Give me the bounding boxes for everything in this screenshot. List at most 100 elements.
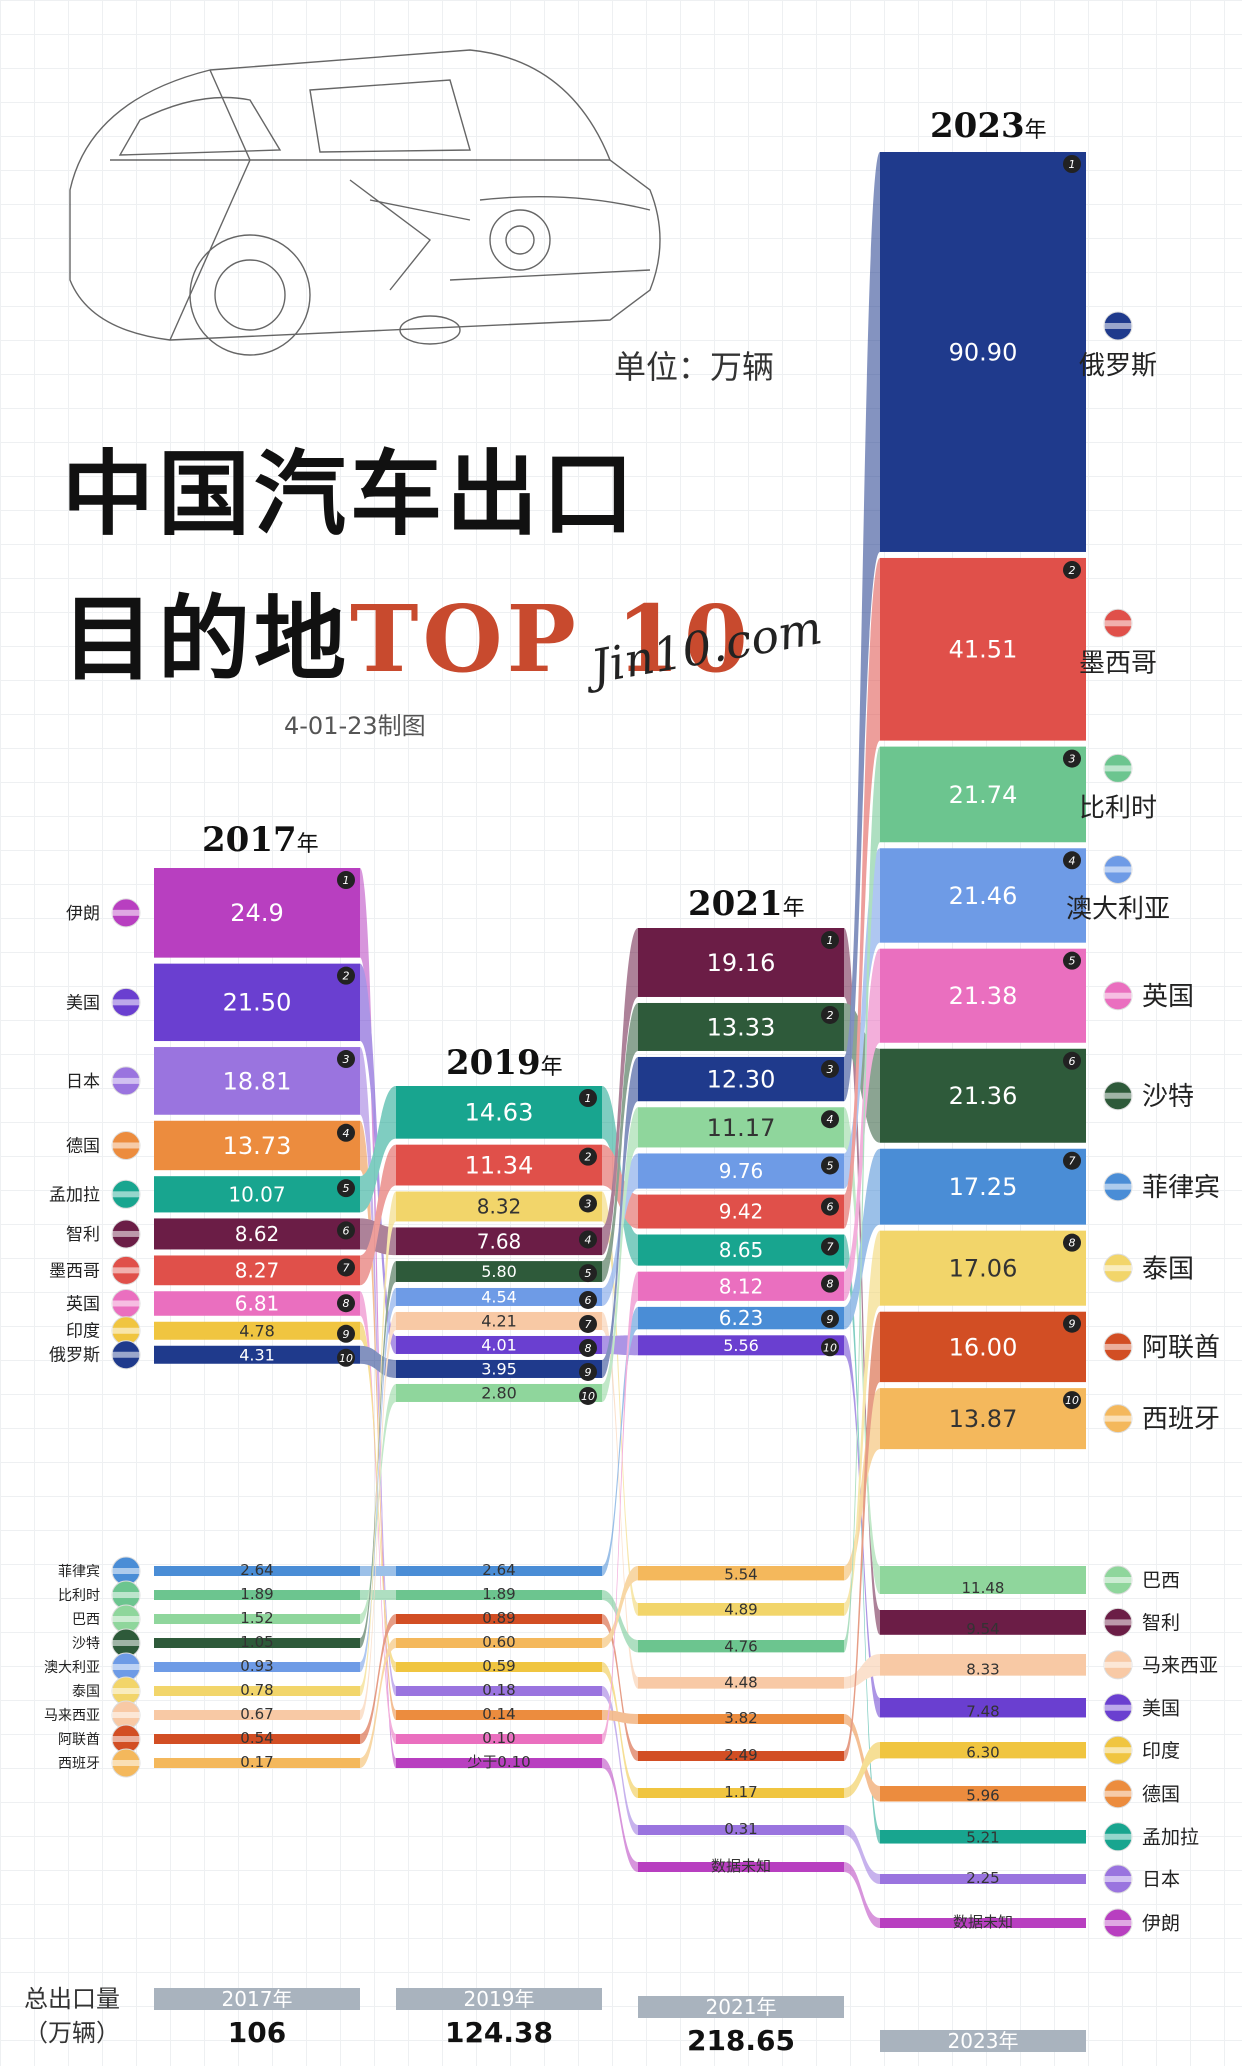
rank-badge [1063,1051,1081,1070]
flow-ribbon [844,557,880,1229]
column-2023: 90.90 1 41.51 2 21.74 3 21.46 4 21.38 5 21.36 6 17.2… [880,152,1086,1931]
country-label: 印度 [1142,1740,1180,1762]
bar-value-label: 0.78 [240,1681,273,1699]
bar [396,1086,602,1139]
flow-ribbons [360,152,880,1928]
country-label: 澳大利亚 [1066,894,1170,924]
country-label: 菲律宾 [58,1564,100,1580]
total-2017: 2017年 106 [154,1988,360,2049]
rank-number: 9 [343,1328,350,1341]
country-label: 日本 [66,1072,100,1092]
total-2021-value: 218.65 [686,2024,796,2057]
flow-ribbon [844,1825,880,1884]
country-label: 伊朗 [1142,1913,1180,1935]
rank-number: 1 [1069,158,1076,171]
bar-value-label: 0.67 [240,1705,273,1723]
rank-badge [1063,155,1081,173]
flow-ribbon [844,1335,880,1718]
country-label: 智利 [66,1225,100,1245]
bar [396,1590,602,1600]
flag-stripe [112,909,140,916]
country-label: 菲律宾 [1142,1173,1220,1203]
bar [880,848,1086,943]
bar [638,1640,844,1653]
bar-value-label: 12.30 [707,1066,776,1094]
flag-stripe [1104,620,1132,627]
rank-badge [821,1274,839,1293]
rank-number: 5 [1069,955,1076,968]
rank-badge [1063,1233,1081,1252]
flow-ribbon [360,1047,396,1696]
rank-number: 6 [585,1294,592,1307]
country-label: 英国 [66,1294,100,1314]
country-label: 沙特 [1142,1082,1194,1112]
country-label: 英国 [1142,982,1194,1012]
rank-badge [579,1264,597,1283]
bar-value-label: 2.25 [966,1869,999,1887]
flow-ribbon [602,1590,638,1653]
bar-value-label: 4.89 [724,1601,757,1619]
bar [396,1710,602,1720]
bar [396,1227,602,1256]
source-date: 4-01-23制图 [284,712,426,740]
year-suffix: 年 [782,896,805,921]
bar-value-label: 0.93 [240,1657,273,1675]
bar [154,963,360,1042]
flow-ribbon [360,868,396,1768]
rank-badge [337,871,355,889]
country-label: 德国 [1142,1783,1180,1805]
car-sketch-illustration [69,49,661,356]
bar [154,1120,360,1171]
total-exports-label-line1: 总出口量 [24,1985,120,2013]
flow-ribbon [602,1758,638,1872]
bar [638,1751,844,1761]
country-label: 马来西亚 [1142,1654,1218,1676]
bar [880,1918,1086,1928]
flag-stripe [112,1592,140,1598]
rank-number: 3 [343,1053,350,1066]
bar [154,1345,360,1364]
total-2019-year: 2019年 [396,1988,602,2010]
bar-value-label: 41.51 [949,636,1018,664]
country-label: 沙特 [72,1636,100,1652]
bar [154,1734,360,1744]
chart-title-line1: 中国汽车出口 [62,441,639,548]
rank-badge [337,1258,355,1277]
bar [396,1335,602,1354]
flag-stripe [112,1267,140,1274]
bar [154,1662,360,1672]
flow-ribbon [360,1191,396,1696]
rank-number: 8 [827,1278,834,1291]
rank-number: 9 [827,1313,834,1326]
flow-ribbon [844,1742,880,1798]
flow-ribbon [602,928,638,1256]
country-label: 阿联酋 [58,1731,100,1748]
year-heading-2021: 2021年 [688,884,805,924]
flag-stripe [112,1568,140,1574]
bar-value-label: 3.82 [724,1709,757,1727]
rank-number: 3 [1069,753,1076,766]
country-label: 孟加拉 [1142,1826,1199,1848]
total-2021: 2021年 218.65 [638,1996,844,2057]
country-label: 巴西 [1142,1570,1180,1592]
bar [154,1047,360,1115]
rank-number: 1 [343,874,350,887]
bar-value-label: 4.31 [239,1345,275,1364]
country-label: 俄罗斯 [1079,351,1157,381]
bar [638,1862,844,1872]
bar [880,152,1086,552]
flow-ribbon [360,1614,396,1744]
bar [638,1788,844,1798]
bar [880,1874,1086,1884]
bar [638,1056,844,1102]
bar [396,1686,602,1696]
country-labels-2017: 伊朗美国日本德国孟加拉智利墨西哥英国印度俄罗斯菲律宾比利时巴西沙特澳大利亚泰国马… [44,898,141,1778]
country-label: 比利时 [58,1588,100,1604]
flag-stripe [1104,765,1132,772]
year-heading-2023: 2023年 [930,106,1047,146]
rank-number: 2 [827,1009,834,1022]
rank-badge [821,1059,839,1078]
bar [638,1271,844,1301]
flow-ribbon [844,1654,880,1689]
bar-value-label: 10.07 [228,1182,285,1206]
